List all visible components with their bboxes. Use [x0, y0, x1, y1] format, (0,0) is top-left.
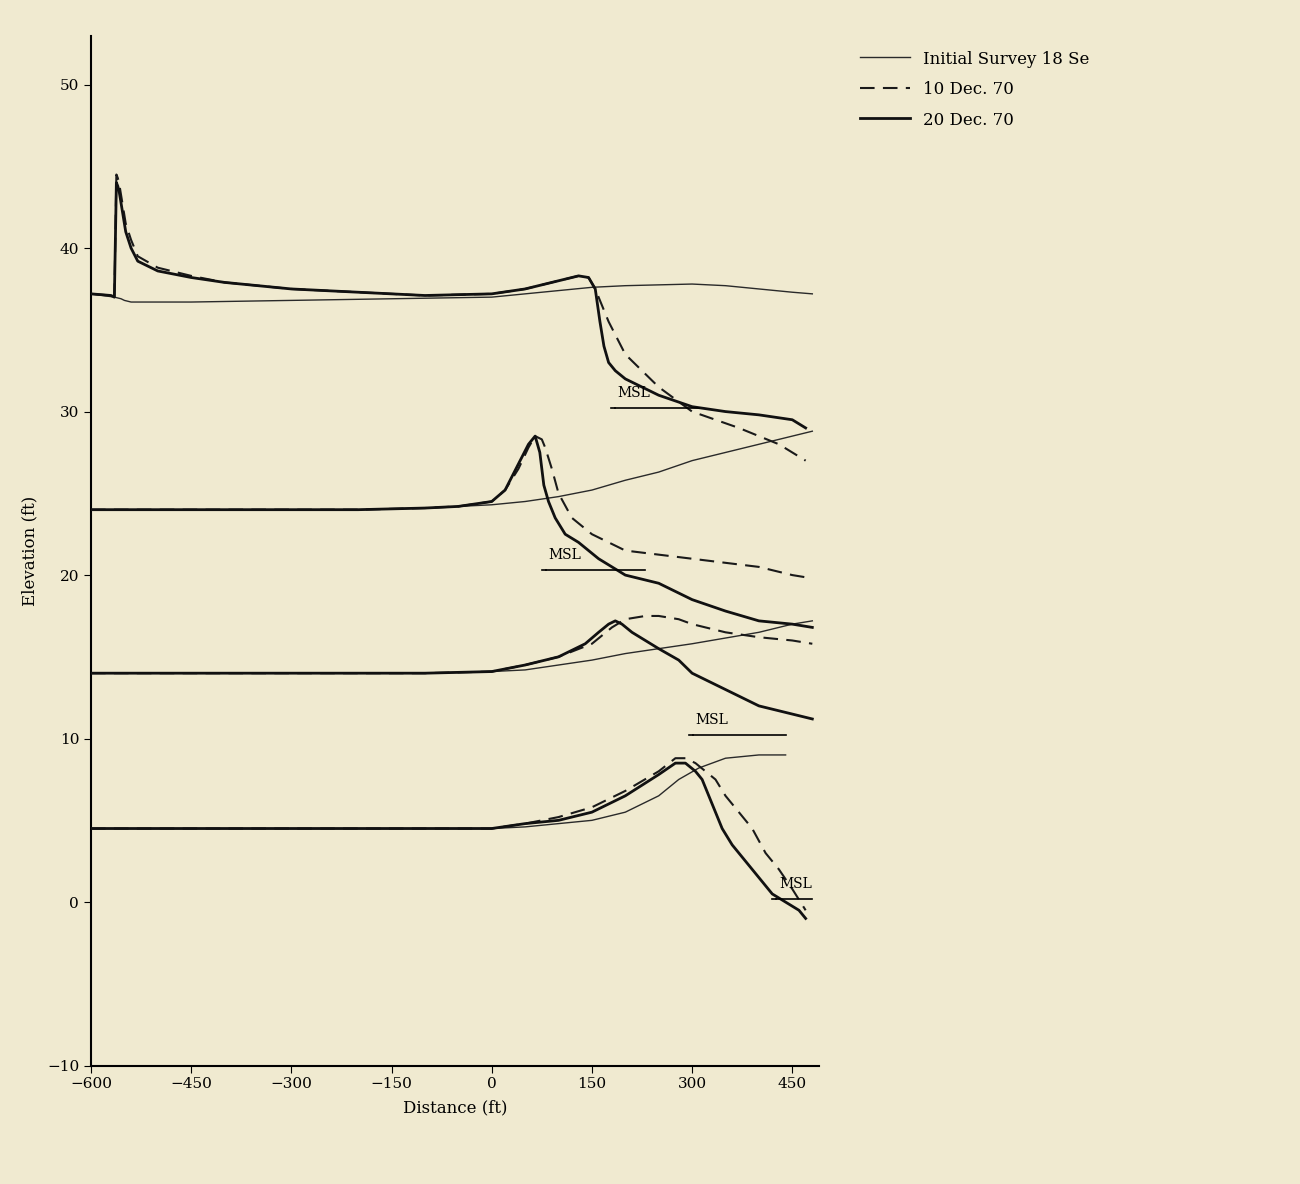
- X-axis label: Distance (ft): Distance (ft): [403, 1100, 507, 1117]
- Text: MSL: MSL: [779, 876, 811, 890]
- Legend: Initial Survey 18 Se, 10 Dec. 70, 20 Dec. 70: Initial Survey 18 Se, 10 Dec. 70, 20 Dec…: [853, 44, 1096, 135]
- Text: MSL: MSL: [618, 386, 650, 400]
- Y-axis label: Elevation (ft): Elevation (ft): [22, 495, 39, 606]
- Text: MSL: MSL: [696, 713, 728, 727]
- Text: MSL: MSL: [549, 548, 581, 562]
